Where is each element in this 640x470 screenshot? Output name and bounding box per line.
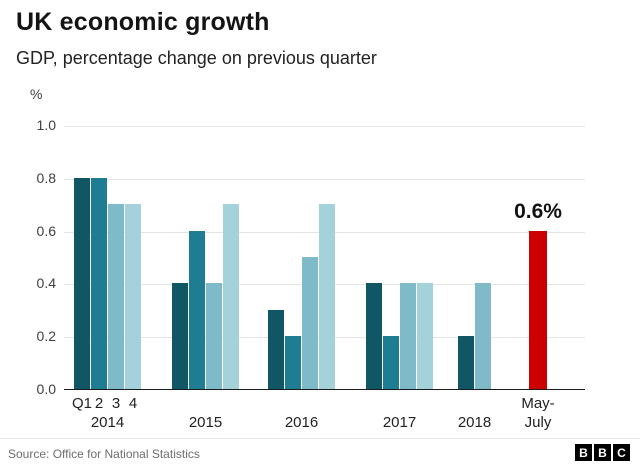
bbc-logo-letter: C	[613, 444, 630, 461]
x-label-year: 2015	[188, 414, 223, 431]
bar-2014-q2	[91, 177, 107, 389]
x-label-year: 2014	[90, 414, 125, 431]
chart-title: UK economic growth	[16, 8, 270, 36]
bar-2014-q1	[74, 177, 90, 389]
bar-2016-q4	[319, 204, 335, 389]
bar-highlight-may-july	[529, 230, 547, 389]
bar-2018-q2	[475, 283, 491, 389]
y-tick-label: 0.4	[36, 275, 56, 292]
bar-2018-q1	[458, 336, 474, 389]
y-tick-label: 0.0	[36, 381, 56, 397]
bar-2016-q3	[302, 257, 318, 389]
y-tick-label: 1.0	[36, 117, 56, 133]
bar-2015-q4	[223, 204, 239, 389]
bar-2017-q1	[366, 283, 382, 389]
bar-2014-q3	[108, 204, 124, 389]
x-label-year: 2016	[284, 414, 319, 431]
y-tick-label: 0.8	[36, 169, 56, 186]
x-label-year: 2017	[382, 414, 417, 431]
bbc-logo-letter: B	[575, 444, 592, 461]
bar-2015-q3	[206, 283, 222, 389]
chart-subtitle: GDP, percentage change on previous quart…	[16, 48, 377, 68]
bar-2015-q1	[172, 283, 188, 389]
gridline	[64, 178, 585, 180]
x-label-quarter: 4	[128, 395, 138, 412]
bbc-logo-letter: B	[594, 444, 611, 461]
x-label-year: 2018	[457, 414, 492, 431]
x-label-highlight-line1: May-	[521, 395, 555, 412]
x-label-quarter: 2	[94, 395, 104, 412]
bar-2016-q2	[285, 336, 301, 389]
x-label-quarter: 3	[111, 395, 121, 412]
bar-2016-q1	[268, 309, 284, 389]
x-axis-line	[64, 389, 585, 390]
y-axis-unit-label: %	[30, 86, 43, 102]
y-tick-label: 0.2	[36, 328, 56, 345]
bar-2017-q2	[383, 336, 399, 389]
x-label-quarter: Q1	[71, 395, 92, 412]
bar-2017-q3	[400, 283, 416, 389]
plot-area: 0.0 0.2 0.4 0.6 0.8 1.0 2014 2015 2016 2017 2018 Q1…	[37, 117, 585, 431]
x-label-highlight-line2: July	[524, 414, 552, 431]
gridline	[64, 126, 585, 127]
y-tick-label: 0.6	[36, 222, 56, 239]
highlight-annotation: 0.6%	[514, 199, 562, 223]
bar-2015-q2	[189, 230, 205, 389]
source-text: Source: Office for National Statistics	[8, 447, 200, 461]
footer-divider	[0, 438, 640, 439]
bar-2014-q4	[125, 204, 141, 389]
bar-2017-q4	[417, 283, 433, 389]
